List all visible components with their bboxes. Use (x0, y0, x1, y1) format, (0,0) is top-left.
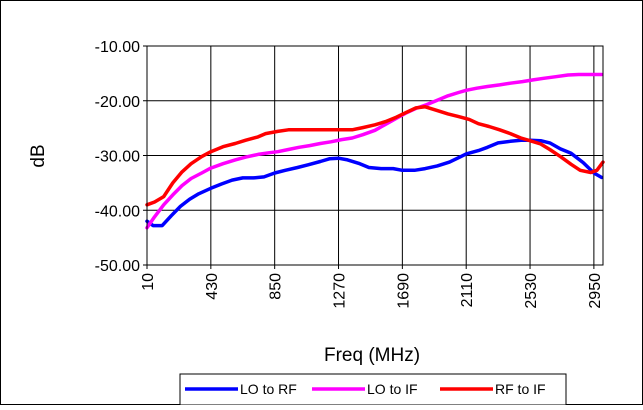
series-lines (145, 72, 605, 230)
y-axis-label: dB (28, 144, 49, 167)
x-tick-label: 2950 (587, 273, 604, 309)
y-tick-label: -10.00 (95, 39, 140, 56)
series-line-rf-to-if (145, 105, 605, 207)
x-tick-label: 1270 (332, 273, 349, 309)
x-tick-label: 2110 (459, 273, 476, 308)
y-tick-labels: -10.00 -20.00 -30.00 -40.00 -50.00 (95, 39, 140, 275)
grid (143, 45, 603, 269)
x-tick-label: 850 (268, 273, 285, 300)
x-tick-label: 430 (204, 273, 221, 300)
series-line-lo-to-if (145, 72, 604, 230)
plot-border (146, 45, 604, 266)
x-tick-labels: 10 430 850 1270 1690 2110 2530 2950 (140, 273, 604, 309)
legend: LO to RF LO to IF RF to IF (179, 373, 567, 406)
legend-label: RF to IF (495, 381, 546, 397)
x-tick-label: 10 (140, 273, 157, 291)
y-tick-label: -20.00 (95, 94, 140, 111)
legend-items: LO to RF LO to IF RF to IF (185, 381, 546, 397)
x-tick-label: 2530 (523, 273, 540, 309)
y-tick-label: -40.00 (95, 203, 140, 220)
x-axis-label: Freq (MHz) (324, 345, 420, 366)
x-tick-label: 1690 (395, 273, 412, 309)
legend-box (179, 373, 567, 406)
legend-label: LO to RF (240, 381, 297, 397)
y-tick-label: -50.00 (95, 258, 140, 275)
legend-label: LO to IF (367, 381, 418, 397)
y-tick-label: -30.00 (95, 149, 140, 166)
